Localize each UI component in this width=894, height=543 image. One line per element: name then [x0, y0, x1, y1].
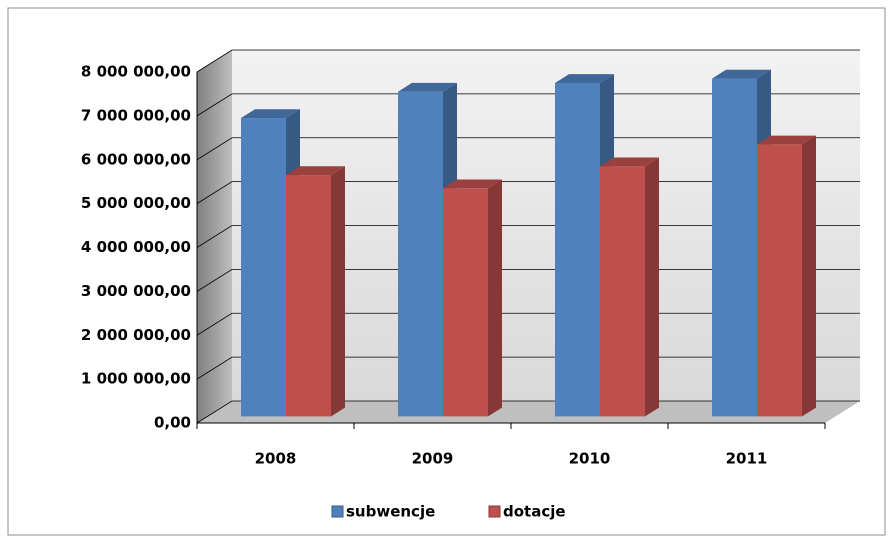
bar-front — [241, 118, 286, 417]
y-tick-label: 0,00 — [154, 414, 191, 432]
bar-front — [398, 91, 443, 417]
y-tick-label: 3 000 000,00 — [81, 282, 191, 300]
bar-side — [802, 135, 816, 417]
bar-side — [488, 179, 502, 417]
bar-top — [757, 135, 816, 145]
legend-label: dotacje — [503, 503, 566, 521]
bar — [443, 179, 502, 417]
bar-front — [555, 82, 600, 417]
bar-top — [241, 109, 300, 119]
bar-side — [645, 157, 659, 417]
grid-line — [196, 137, 860, 161]
legend-swatch — [488, 505, 501, 518]
x-tick-label: 2011 — [726, 450, 768, 468]
bar-front — [443, 188, 488, 417]
y-tick-label: 5 000 000,00 — [81, 194, 191, 212]
bar-top — [600, 157, 659, 167]
floor — [197, 401, 860, 423]
bar-front — [757, 144, 802, 417]
bar — [757, 135, 816, 417]
bar — [286, 166, 345, 417]
x-tick-label: 2010 — [569, 450, 611, 468]
bar — [600, 157, 659, 417]
bar-front — [286, 175, 331, 417]
bar-top — [712, 69, 771, 79]
x-tick-label: 2009 — [412, 450, 454, 468]
bar-top — [443, 179, 502, 189]
y-tick-label: 4 000 000,00 — [81, 238, 191, 256]
grid-line — [196, 49, 860, 73]
legend-swatch — [331, 505, 344, 518]
bar-top — [555, 74, 614, 83]
bar-front — [712, 78, 757, 417]
bar-top — [286, 166, 345, 176]
bar-side — [331, 166, 345, 417]
y-tick-label: 8 000 000,00 — [81, 63, 191, 81]
x-tick-label: 2008 — [255, 450, 297, 468]
y-tick-label: 1 000 000,00 — [81, 370, 191, 388]
grid-line — [196, 93, 860, 117]
plot-marks — [241, 69, 816, 417]
y-tick-label: 7 000 000,00 — [81, 106, 191, 124]
legend-label: subwencje — [346, 503, 435, 521]
bar-top — [398, 82, 457, 92]
bar-front — [600, 166, 645, 417]
y-tick-label: 6 000 000,00 — [81, 150, 191, 168]
y-tick-label: 2 000 000,00 — [81, 326, 191, 344]
